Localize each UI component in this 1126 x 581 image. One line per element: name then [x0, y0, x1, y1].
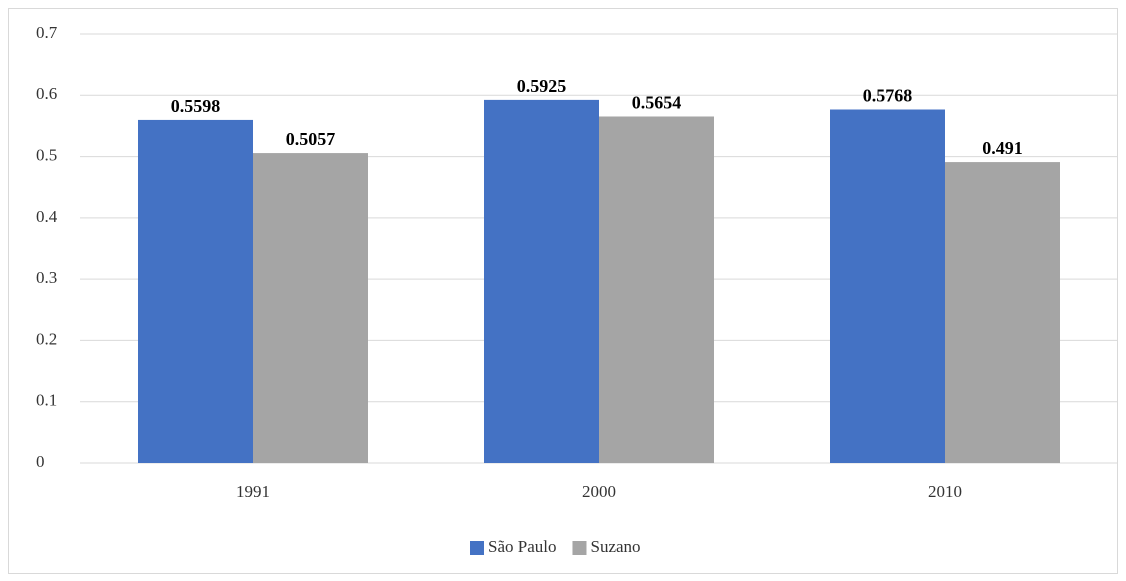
x-tick-label: 2000 — [582, 482, 616, 501]
data-label: 0.5768 — [863, 86, 913, 106]
bar — [945, 162, 1060, 463]
y-tick-label: 0.6 — [36, 84, 57, 103]
y-tick-label: 0.1 — [36, 391, 57, 410]
bar — [138, 119, 253, 463]
bar — [599, 116, 714, 463]
y-tick-label: 0.2 — [36, 329, 57, 348]
y-tick-label: 0.7 — [36, 23, 58, 42]
legend-label: São Paulo — [488, 537, 556, 556]
y-tick-label: 0.5 — [36, 145, 57, 164]
y-tick-label: 0 — [36, 452, 45, 471]
data-label: 0.5654 — [632, 93, 682, 113]
data-label: 0.5925 — [517, 76, 567, 96]
legend-swatch — [572, 541, 587, 555]
legend-swatch — [470, 541, 484, 555]
x-tick-label: 2010 — [928, 482, 962, 501]
data-label: 0.491 — [982, 138, 1023, 158]
x-tick-label: 1991 — [236, 482, 270, 501]
y-tick-label: 0.4 — [36, 207, 58, 226]
y-tick-label: 0.3 — [36, 268, 57, 287]
bar — [830, 109, 945, 463]
bar — [253, 153, 368, 464]
data-label: 0.5057 — [286, 129, 336, 149]
bar — [484, 99, 599, 463]
legend-label: Suzano — [590, 537, 640, 556]
data-label: 0.5598 — [171, 96, 221, 116]
